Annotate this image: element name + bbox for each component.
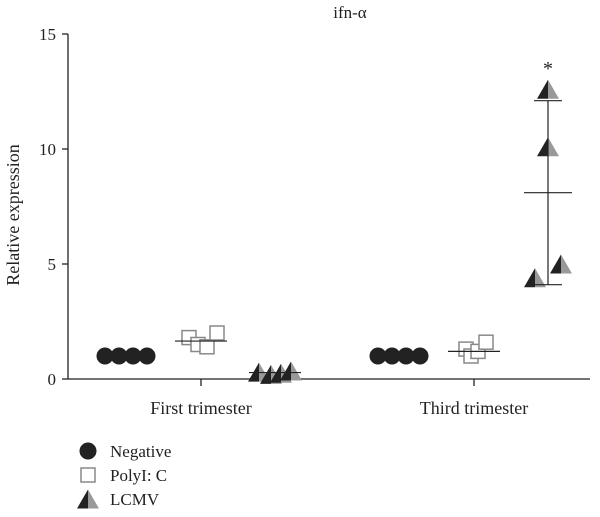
legend-label: LCMV [110,490,160,509]
data-point [199,339,215,355]
data-point [537,79,559,99]
series-polyi-c [175,325,500,364]
triangle-right-half [548,137,559,157]
data-point [524,268,546,288]
triangle-left-half [550,254,561,274]
legend-label: Negative [110,442,171,461]
legend: Negative PolyI: C LCMV [77,442,171,509]
triangle-left-half [524,268,535,288]
y-axis-title: Relative expression [3,144,23,285]
triangle-right-half [291,361,302,381]
triangle-left-half [260,364,271,384]
data-point [80,467,96,483]
y-tick-label: 0 [48,370,57,389]
triangle-left-half [537,79,548,99]
legend-label: PolyI: C [110,466,167,485]
data-point [138,347,156,365]
series-negative [96,347,429,365]
series-lcmv: * [248,58,572,384]
data-point [77,489,99,509]
legend-item: PolyI: C [80,466,167,485]
triangle-left-half [280,361,291,381]
data-point [537,137,559,157]
data-marks: * [96,58,572,384]
data-point [550,254,572,274]
y-tick-label: 5 [48,255,57,274]
significance-marker: * [543,58,553,80]
y-tick-label: 15 [39,25,56,44]
data-point [478,334,494,350]
triangle-left-half [270,363,281,383]
data-point [411,347,429,365]
chart-title: ifn-α [333,3,367,22]
x-tick-label: Third trimester [420,398,528,418]
triangle-left-half [537,137,548,157]
y-tick-label: 10 [39,140,56,159]
triangle-left-half [77,489,88,509]
triangle-right-half [88,489,99,509]
data-point [280,361,302,381]
data-point [209,325,225,341]
legend-item: LCMV [77,489,160,509]
data-point [79,442,97,460]
triangle-right-half [548,79,559,99]
triangle-right-half [535,268,546,288]
x-tick-label: First trimester [150,398,252,418]
legend-item: Negative [79,442,171,461]
triangle-right-half [561,254,572,274]
axes: 0 5 10 15 First trimester Third trimester [39,25,590,418]
